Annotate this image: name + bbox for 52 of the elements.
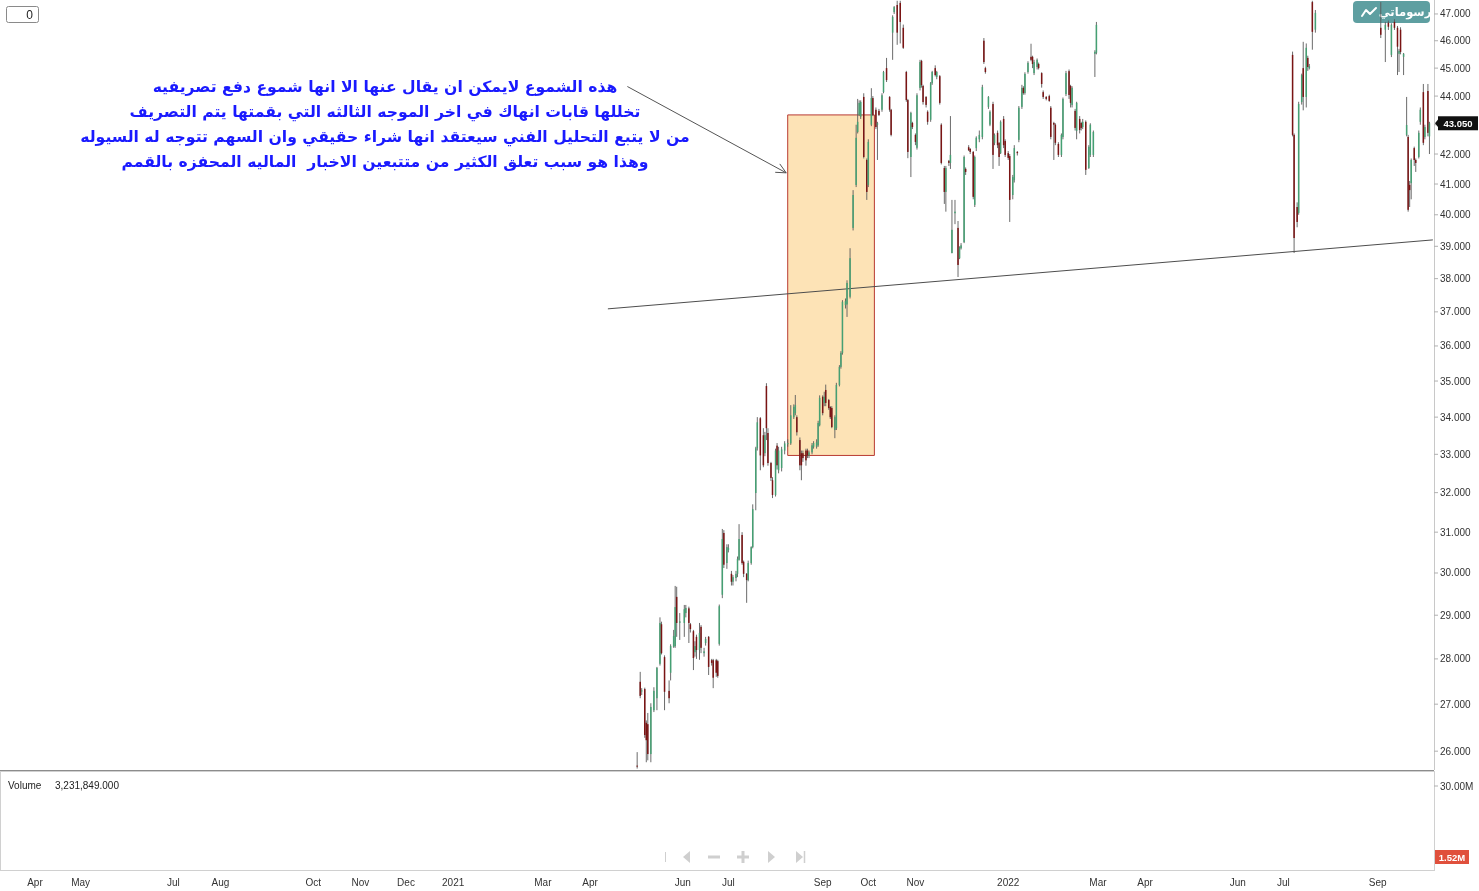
xtick-label: Mar [1089, 877, 1107, 888]
xtick-label: Jul [1277, 877, 1290, 888]
ytick-label: 45.000 [1440, 62, 1471, 74]
ytick-label: 37.000 [1440, 306, 1471, 318]
xtick-label: Nov [906, 877, 925, 888]
ytick-label: 41.000 [1440, 178, 1471, 190]
volume-tag: 1.52M [1435, 850, 1469, 864]
xtick-label: Oct [305, 877, 322, 888]
xtick-label: Nov [351, 877, 370, 888]
ytick-label: 47.000 [1440, 8, 1471, 20]
ytick-label: 26.000 [1440, 745, 1471, 757]
xtick-label: Jun [674, 877, 691, 888]
xtick-label: May [71, 877, 91, 888]
xtick-label: Sep [1368, 877, 1387, 888]
xtick-label: Aug [211, 877, 230, 888]
ytick-label: 33.000 [1440, 448, 1471, 460]
annotation: 0 [26, 8, 34, 22]
ytick-label: 46.000 [1440, 35, 1471, 47]
xtick-label: Jul [166, 877, 180, 888]
ytick-label: 39.000 [1440, 240, 1471, 252]
ytick-label: 34.000 [1440, 411, 1471, 423]
xtick-label: Dec [397, 877, 415, 888]
text: 30.00M [1440, 780, 1474, 792]
xtick-label: Sep [813, 877, 832, 888]
xtick-label: Mar [534, 877, 552, 888]
title: Volume [8, 779, 42, 791]
ytick-label: 35.000 [1440, 375, 1471, 387]
ytick-label: 30.000 [1440, 567, 1471, 579]
ytick-label: 42.000 [1440, 148, 1471, 160]
last-price-tag: 43.050 [1435, 116, 1478, 131]
xtick-label: Apr [27, 877, 43, 888]
xtick-label: Jul [722, 877, 735, 888]
ytick-label: 40.000 [1440, 209, 1471, 221]
ytick-label: 44.000 [1440, 90, 1471, 102]
xtick-label: Apr [582, 877, 598, 888]
ytick-label: 31.000 [1440, 526, 1471, 538]
xtick-label: 2021 [442, 877, 465, 888]
annotation-note: هذه الشموع لايمكن ان يقال عنها الا انها شموع دفع تصريفيه تخللها قابات انهاك في اخر الموجه الثالثه التي بقمتها يتم التصريف من لا يتبع التحليل الفني سيعتقد انها شراء حقيقي وان السهم تتوجه له السيوله وهذا هو سبب تعلق الكثير من متتبعين الاخبار الماليه المحفزه بالقمم [80, 77, 690, 171]
ytick-label: 32.000 [1440, 487, 1471, 499]
xtick-label: Jun [1229, 877, 1246, 888]
ytick-label: 38.000 [1440, 273, 1471, 285]
text: 3,231,849.000 [55, 779, 120, 791]
ytick-label: 28.000 [1440, 653, 1471, 665]
ytick-label: 27.000 [1440, 698, 1471, 710]
ytick-label: 36.000 [1440, 340, 1471, 352]
xtick-label: Apr [1137, 877, 1153, 888]
input-box: 0 [6, 6, 39, 23]
annotation: رسوماتي [1378, 5, 1432, 20]
ytick-label: 29.000 [1440, 609, 1471, 621]
xtick-label: Oct [860, 877, 877, 888]
button: رسوماتي [1353, 1, 1432, 23]
xtick-label: 2022 [997, 877, 1020, 888]
